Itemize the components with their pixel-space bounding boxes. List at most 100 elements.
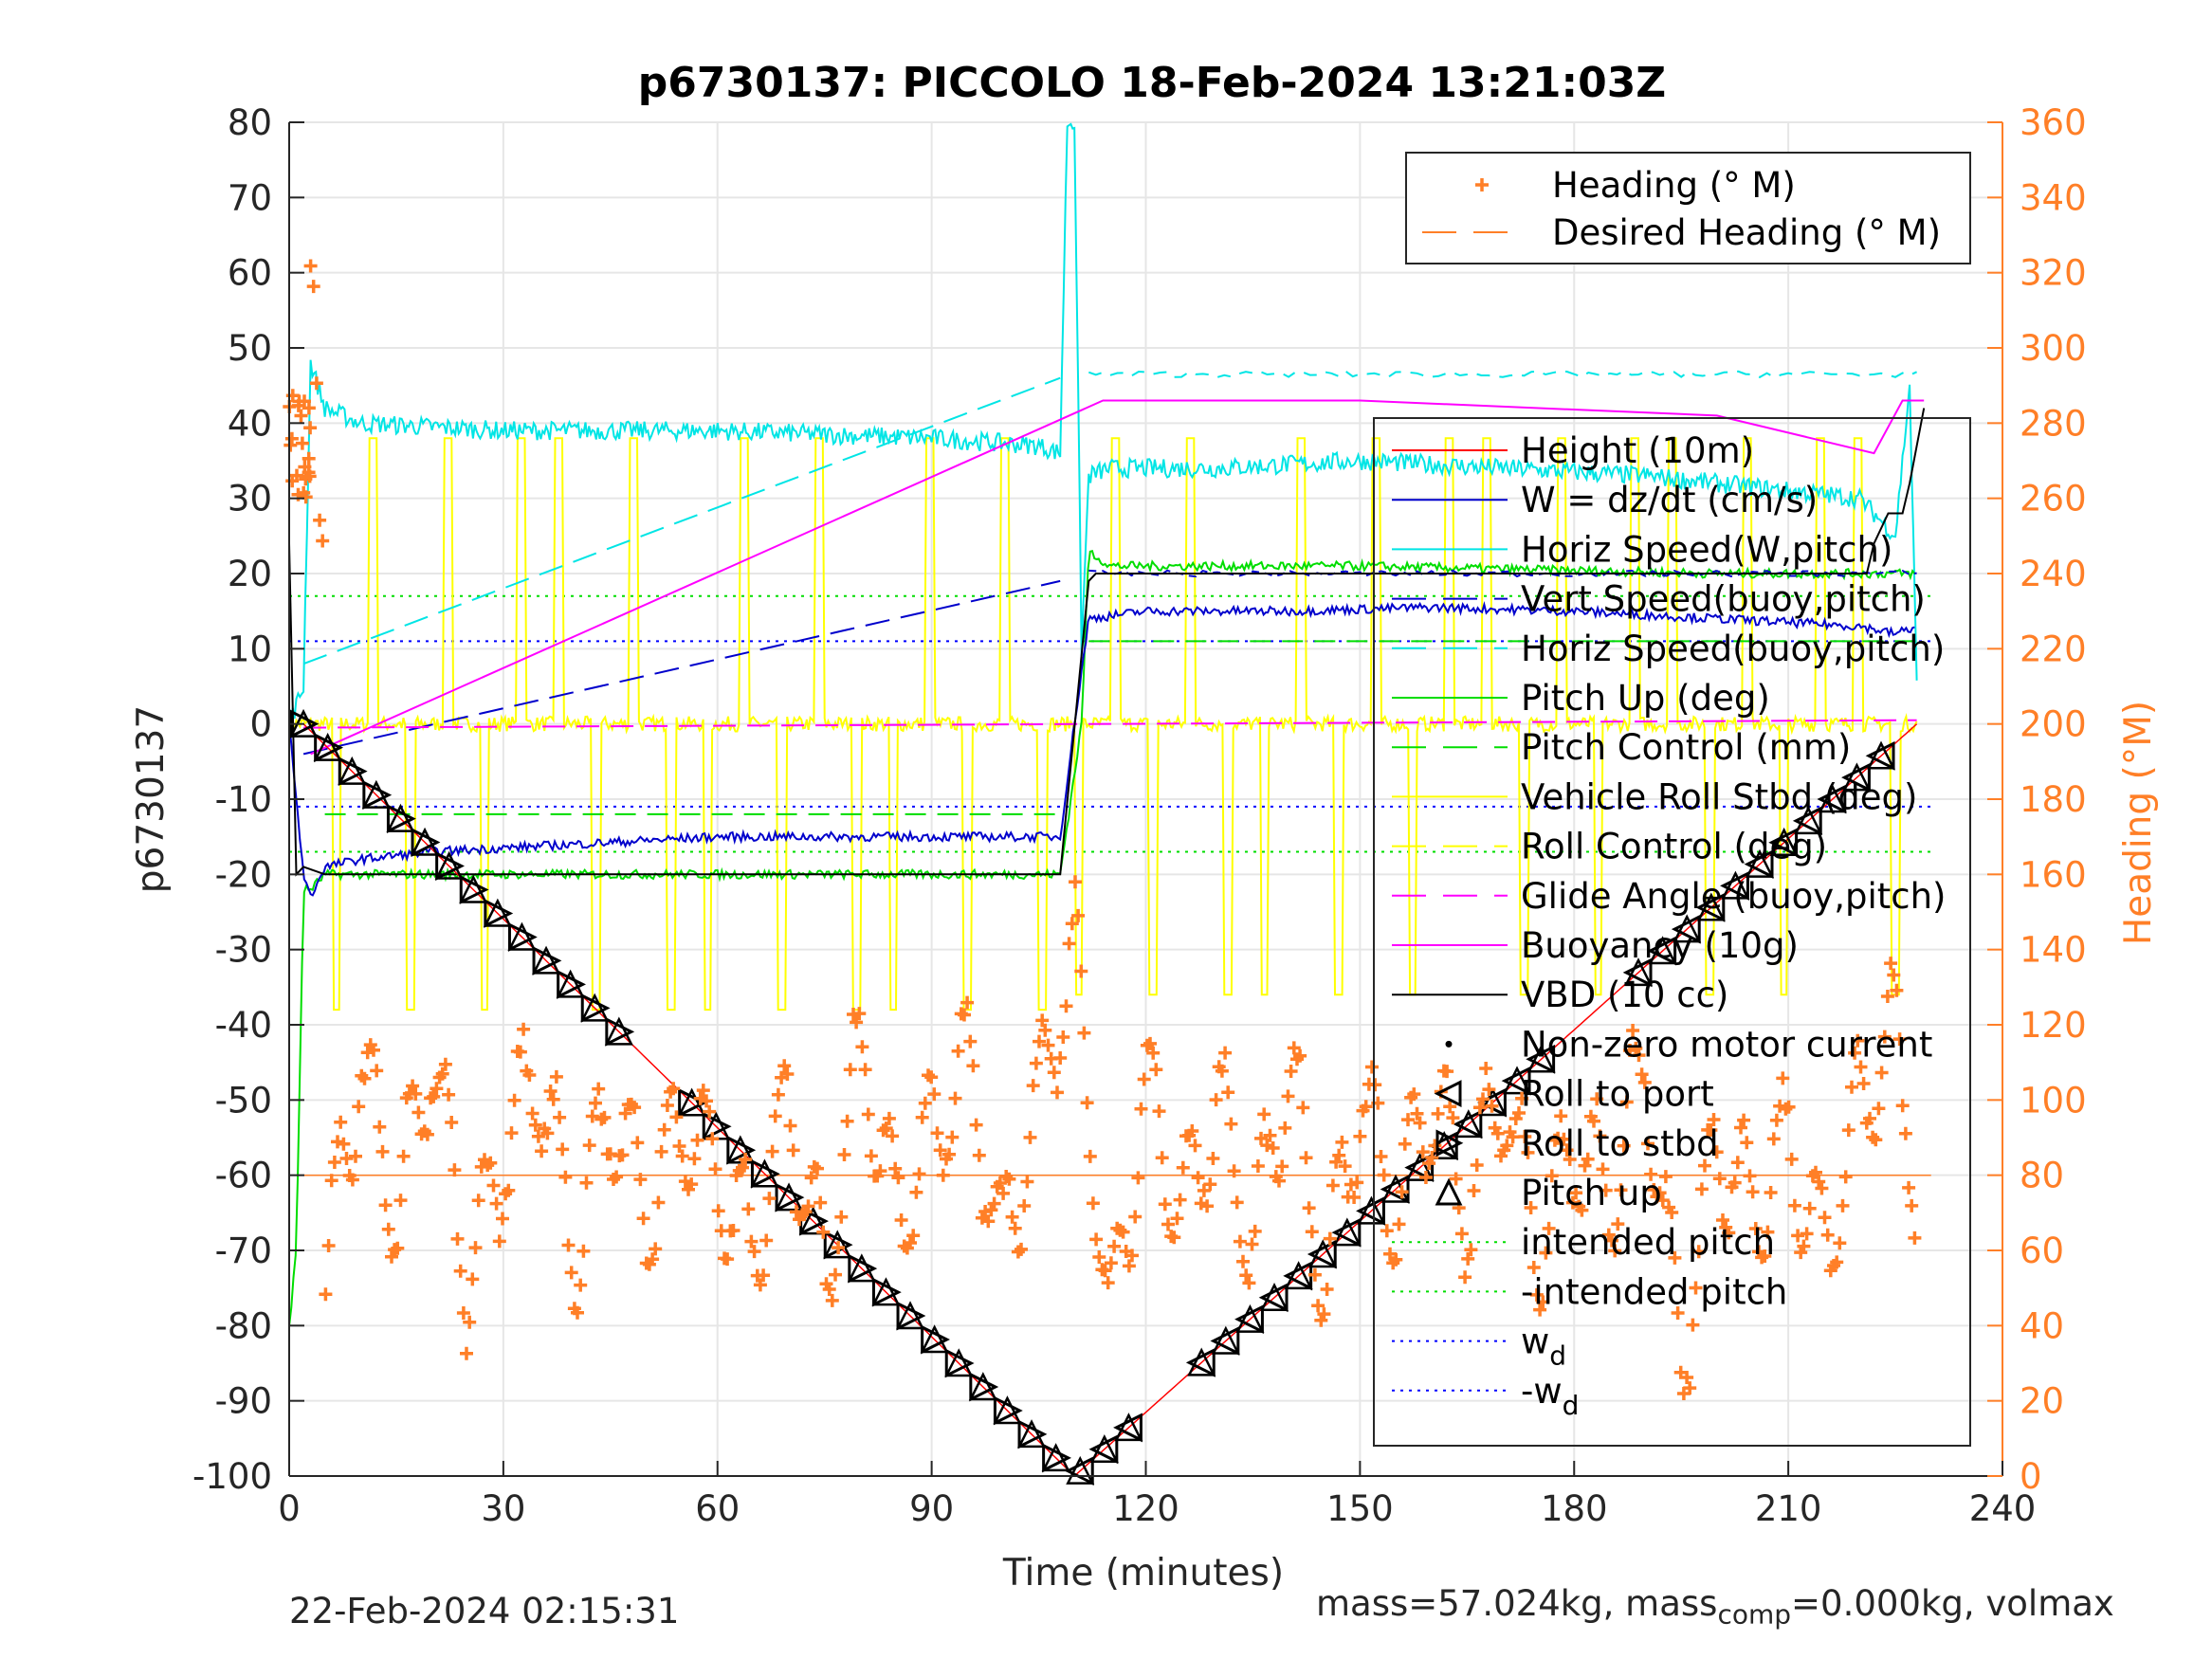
roll-to-stbd-marker (993, 1395, 1023, 1426)
legend-main-entry: Vehicle Roll Stbd (deg) (1521, 776, 1917, 817)
roll-to-port-marker (1817, 784, 1847, 814)
x-tick-label: 210 (1755, 1488, 1822, 1529)
y-axis-label-left: p6730137 (130, 705, 173, 893)
roll-to-port-marker (1841, 762, 1871, 793)
roll-to-stbd-marker (459, 875, 489, 904)
roll-to-stbd-marker (921, 1324, 950, 1355)
pitch-up-marker (1526, 1044, 1556, 1073)
chart-title: p6730137: PICCOLO 18-Feb-2024 13:21:03Z (638, 59, 1666, 107)
x-tick-label: 120 (1112, 1488, 1179, 1529)
roll-to-stbd-marker (435, 851, 466, 881)
pitch-up-marker (459, 874, 488, 903)
legend-main-entry: Roll Control (deg) (1521, 827, 1827, 867)
pitch-up-marker (1332, 1217, 1362, 1247)
y-right-tick-label: 60 (2020, 1231, 2064, 1271)
legend-main-entry: Glide Angle (buoy,pitch) (1521, 876, 1946, 917)
pitch-up-marker (1721, 870, 1750, 900)
y-tick-label: 50 (228, 328, 272, 369)
pitch-up-marker (1818, 784, 1847, 813)
pitch-up-marker (604, 1016, 633, 1046)
legend-main-entry: Horiz Speed(buoy,pitch) (1521, 629, 1945, 669)
y-tick-label: 60 (228, 253, 272, 294)
x-tick-label: 0 (278, 1488, 301, 1529)
y-right-tick-label: 300 (2020, 328, 2087, 369)
buoyancy-line (310, 399, 1925, 756)
pitch-up-marker (483, 898, 512, 927)
y-tick-label: -30 (215, 930, 272, 971)
roll-to-stbd-marker (338, 757, 368, 787)
roll-to-stbd-marker (484, 899, 514, 928)
axes-frame (288, 121, 2003, 1477)
pitch-up-marker (1235, 1304, 1265, 1333)
pitch-up-marker (798, 1206, 828, 1235)
y-right-tick-label: 140 (2020, 930, 2087, 971)
y-right-tick-label: 260 (2020, 479, 2087, 520)
pitch-up-marker (1696, 892, 1726, 921)
roll-to-port-marker (1865, 740, 1895, 771)
x-tick-label: 60 (695, 1488, 740, 1529)
pitch-up-marker (1114, 1413, 1143, 1442)
y-tick-label: -80 (215, 1305, 272, 1346)
roll-to-port-marker (1792, 806, 1822, 836)
legend-main-entry: Roll to stbd (1521, 1123, 1719, 1164)
pitch-up-marker (944, 1348, 974, 1377)
pitch-up-marker (1260, 1282, 1289, 1312)
y-right-tick-label: 220 (2020, 629, 2087, 669)
legend-heading-box (1405, 152, 1971, 264)
y-right-tick-label: 280 (2020, 403, 2087, 444)
y-axis-label-right: Heading (°M) (2117, 701, 2160, 945)
y-right-tick-label: 100 (2020, 1080, 2087, 1121)
pitch-up-marker (1211, 1325, 1240, 1355)
vbd-line (288, 408, 1926, 877)
pitch-up-marker (1284, 1261, 1313, 1290)
roll-to-port-marker (1695, 892, 1726, 922)
pitch-up-marker (1842, 762, 1872, 792)
legend-roll-to-port-marker (1434, 1080, 1462, 1108)
pitch-up-marker (361, 779, 391, 809)
pitch-up-marker (920, 1324, 949, 1354)
pitch-up-marker (775, 1182, 804, 1212)
legend-heading: Heading (° M) Desired Heading (° M) (1405, 152, 1971, 264)
roll-to-port-marker (1331, 1217, 1362, 1248)
y-tick-label: -70 (215, 1231, 272, 1271)
legend-heading-entry: Desired Heading (° M) (1552, 212, 1941, 253)
footer-date: 22-Feb-2024 02:15:31 (289, 1591, 680, 1632)
legend-main-entry: Pitch up (1521, 1173, 1662, 1213)
legend-main-entry: W = dz/dt (cm/s) (1521, 480, 1818, 520)
w-line (288, 600, 1915, 897)
pitch-up-marker (896, 1301, 925, 1330)
pitch-up-marker (1673, 914, 1702, 943)
roll-to-port-marker (1113, 1413, 1143, 1443)
roll-to-stbd-marker (411, 828, 441, 857)
roll-to-stbd-marker (1017, 1419, 1048, 1449)
y-right-tick-label: 360 (2020, 102, 2087, 143)
pitch-up-marker (1648, 936, 1677, 965)
roll-series-line (288, 437, 1918, 1012)
legend-main-entry: VBD (10 cc) (1521, 975, 1728, 1015)
roll-to-port-marker (1088, 1434, 1119, 1465)
roll-to-stbd-marker (605, 1016, 635, 1047)
pitch-up-marker (1478, 1087, 1508, 1117)
pitch-up-marker (1308, 1239, 1338, 1268)
roll-to-stbd-marker (386, 804, 416, 833)
roll-to-stbd-marker (557, 969, 587, 999)
pitch-up-marker (1041, 1443, 1070, 1472)
y-tick-label: -60 (215, 1156, 272, 1196)
roll-to-stbd-marker (532, 945, 562, 975)
legend-main-entry: -wd (1521, 1371, 1579, 1421)
roll-to-stbd-marker (775, 1182, 805, 1212)
roll-to-port-marker (1185, 1347, 1216, 1377)
roll-to-stbd-marker (969, 1372, 999, 1402)
footer-mass: mass=57.024kg, masscomp=0.000kg, volmax (1316, 1583, 2114, 1630)
roll-to-port-marker (1356, 1195, 1385, 1226)
roll-to-port-marker (1064, 1456, 1094, 1486)
roll-to-stbd-marker (678, 1087, 707, 1118)
pitch-up-marker (507, 921, 537, 951)
legend-main-entry: Non-zero motor current (1521, 1024, 1932, 1065)
pitch-up-marker (823, 1230, 852, 1259)
roll-to-port-marker (1622, 957, 1653, 988)
roll-to-stbd-marker (848, 1253, 878, 1284)
grid-lines (288, 121, 2003, 1477)
roll-to-stbd-marker (580, 993, 611, 1023)
pitch-up-marker (434, 850, 464, 880)
